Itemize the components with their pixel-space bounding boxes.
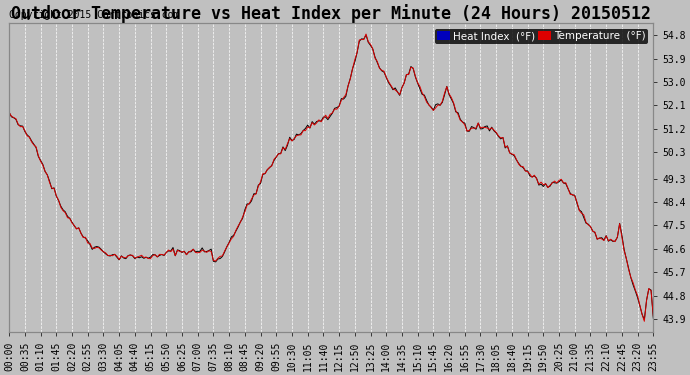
Legend: Heat Index  (°F), Temperature  (°F): Heat Index (°F), Temperature (°F) [435, 28, 648, 44]
Title: Outdoor Temperature vs Heat Index per Minute (24 Hours) 20150512: Outdoor Temperature vs Heat Index per Mi… [11, 4, 651, 23]
Text: Copyright 2015 Cartronics.com: Copyright 2015 Cartronics.com [9, 10, 179, 20]
